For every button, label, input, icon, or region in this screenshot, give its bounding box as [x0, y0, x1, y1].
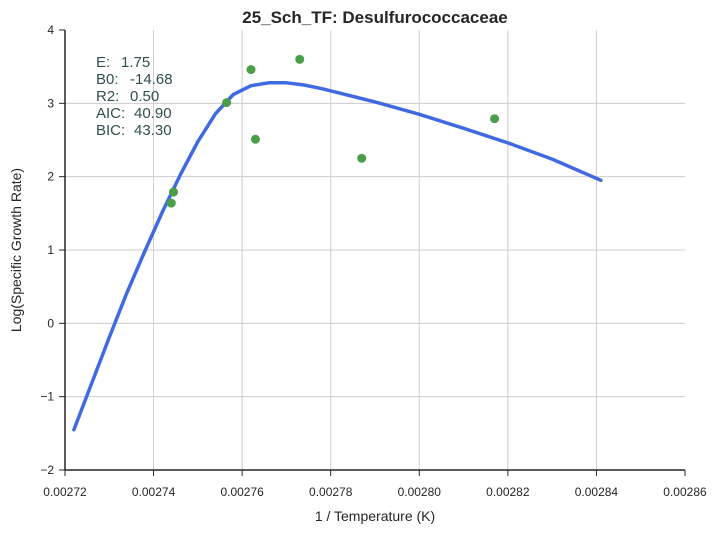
y-tick-label: 1	[47, 243, 54, 257]
x-tick-label: 0.00280	[398, 485, 442, 499]
stat-value: -14.68	[130, 71, 173, 88]
stat-label: R2:	[96, 88, 119, 105]
x-tick-label: 0.00278	[309, 485, 353, 499]
y-tick-label: 2	[47, 170, 54, 184]
stat-label: AIC:	[96, 105, 125, 122]
data-points	[166, 54, 500, 208]
stat-value: 40.90	[134, 105, 172, 122]
data-point	[357, 153, 367, 163]
stat-value: 0.50	[130, 88, 159, 105]
x-tick-label: 0.00276	[220, 485, 264, 499]
data-point	[246, 65, 256, 75]
x-axis-label: 1 / Temperature (K)	[315, 508, 435, 524]
stat-label: E:	[96, 54, 110, 71]
data-point	[295, 54, 305, 64]
stat-label: BIC:	[96, 122, 125, 139]
data-point	[490, 114, 500, 124]
grid	[65, 30, 685, 470]
y-tick-label: −1	[40, 390, 54, 404]
y-tick-label: 4	[47, 23, 54, 37]
y-tick-label: −2	[40, 463, 54, 477]
x-tick-label: 0.00284	[575, 485, 619, 499]
y-tick-label: 0	[47, 316, 54, 330]
y-axis-ticks: −2 −1 0 1 2 3 4	[40, 23, 65, 477]
x-tick-label: 0.00286	[663, 485, 707, 499]
data-point	[169, 187, 178, 197]
x-tick-label: 0.00274	[132, 485, 176, 499]
x-tick-label: 0.00272	[43, 485, 87, 499]
fit-line	[72, 81, 603, 432]
chart-title: 25_Sch_TF: Desulfurococcaceae	[242, 8, 508, 27]
stat-value: 43.30	[134, 122, 172, 139]
y-tick-label: 3	[47, 96, 54, 110]
data-point	[166, 198, 176, 208]
data-point	[222, 98, 232, 108]
stat-label: B0:	[96, 71, 119, 88]
x-axis-ticks: 0.00272 0.00274 0.00276 0.00278 0.00280 0.002…	[43, 470, 707, 499]
y-axis-label: Log(Specific Growth Rate)	[8, 168, 24, 332]
x-tick-label: 0.00282	[486, 485, 530, 499]
stat-value: 1.75	[121, 54, 150, 71]
data-point	[250, 134, 260, 144]
